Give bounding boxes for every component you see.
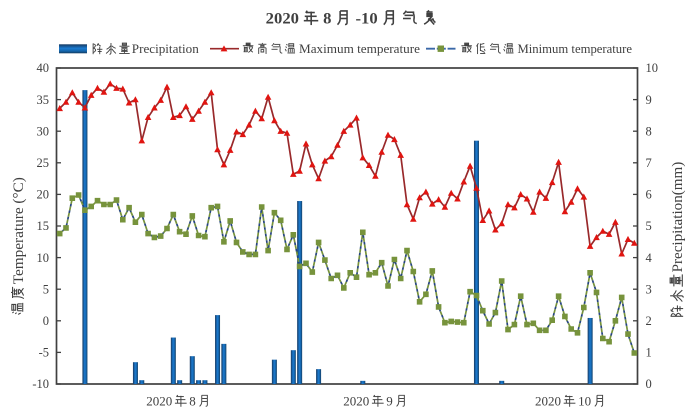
svg-text:Precipitation(mm): Precipitation(mm) [670, 162, 686, 273]
svg-text:6: 6 [646, 188, 652, 202]
svg-text:9: 9 [386, 394, 393, 409]
svg-text:20: 20 [37, 188, 50, 202]
svg-text:3: 3 [646, 282, 652, 296]
svg-text:35: 35 [37, 93, 50, 107]
svg-text:0: 0 [646, 377, 652, 391]
svg-text:5: 5 [43, 282, 49, 296]
svg-text:10: 10 [646, 61, 659, 75]
svg-text:4: 4 [646, 251, 653, 265]
svg-text:-5: -5 [39, 346, 49, 360]
svg-text:8: 8 [189, 394, 196, 409]
svg-text:7: 7 [646, 156, 652, 170]
svg-text:40: 40 [37, 61, 50, 75]
svg-text:10: 10 [37, 251, 50, 265]
svg-text:Precipitation: Precipitation [132, 42, 200, 56]
svg-text:9: 9 [646, 93, 652, 107]
svg-text:10: 10 [578, 394, 591, 409]
svg-text:Maximum temperature: Maximum temperature [299, 42, 420, 56]
svg-text:-10: -10 [32, 377, 49, 391]
svg-text:2020: 2020 [535, 394, 561, 409]
svg-text:15: 15 [37, 219, 50, 233]
svg-text:2: 2 [646, 314, 652, 328]
svg-text:0: 0 [43, 314, 49, 328]
svg-text:-10: -10 [356, 11, 378, 28]
svg-text:5: 5 [646, 219, 652, 233]
svg-text:2020: 2020 [146, 394, 172, 409]
svg-text:2020: 2020 [266, 11, 299, 28]
svg-text:25: 25 [37, 156, 50, 170]
svg-text:1: 1 [646, 346, 652, 360]
svg-text:2020: 2020 [343, 394, 369, 409]
svg-text:8: 8 [323, 11, 331, 28]
svg-text:30: 30 [37, 124, 50, 138]
svg-text:Minimum temperature: Minimum temperature [518, 42, 633, 56]
svg-text:Temperature (°C): Temperature (°C) [11, 177, 27, 284]
svg-text:8: 8 [646, 124, 652, 138]
